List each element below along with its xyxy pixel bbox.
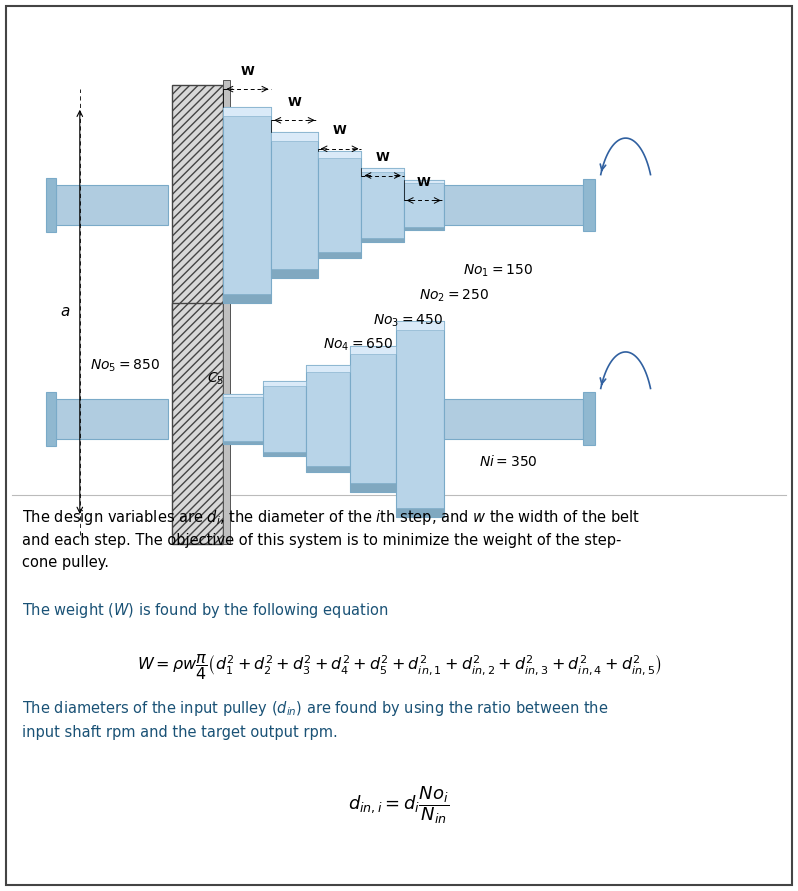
Text: W: W [333,124,346,137]
Text: $No_4 = 650$: $No_4 = 650$ [323,337,393,353]
Bar [223,394,263,396]
Text: $No_1 = 150$: $No_1 = 150$ [463,263,533,279]
Bar [172,85,223,325]
Bar [350,483,396,492]
Text: $d_{in,i} = d_i\dfrac{No_i}{N_{in}}$: $d_{in,i} = d_i\dfrac{No_i}{N_{in}}$ [348,784,450,826]
Bar [306,365,350,372]
Bar [318,252,361,258]
Bar [223,107,271,303]
Bar [444,184,583,225]
Bar [583,178,595,231]
Bar [306,365,350,472]
Text: The diameters of the input pulley ($d_{in}$) are found by using the ratio betwee: The diameters of the input pulley ($d_{i… [22,699,609,740]
Bar [396,321,444,517]
Bar [271,132,318,278]
Bar [263,452,306,456]
Bar [404,227,444,230]
Bar [444,398,583,438]
Text: a: a [61,305,70,319]
Bar [318,151,361,258]
Text: The design variables are $d_i$, the diameter of the $i$th step, and $w$ the widt: The design variables are $d_i$, the diam… [22,508,640,570]
Bar [263,381,306,456]
Bar [56,398,168,438]
Text: W: W [417,176,431,189]
Text: $No_5 = 850$: $No_5 = 850$ [90,357,160,373]
Text: $No_2 = 250$: $No_2 = 250$ [419,288,489,304]
Text: W: W [287,95,302,109]
Bar [318,151,361,158]
Text: $W = \rho w\dfrac{\pi}{4}\left(d_1^2 + d_2^2 + d_3^2 + d_4^2 + d_5^2 + d_{in,1}^: $W = \rho w\dfrac{\pi}{4}\left(d_1^2 + d… [136,652,662,683]
Bar [271,132,318,141]
Text: $C_5$: $C_5$ [207,371,224,387]
Bar [223,294,271,303]
Bar [396,321,444,330]
Bar [172,303,223,544]
Bar [223,294,230,544]
Bar [361,168,404,242]
Text: W: W [376,151,389,164]
Bar [56,184,168,225]
Bar [271,269,318,278]
Bar [223,107,271,116]
Bar [350,346,396,355]
Text: The weight ($W$) is found by the following equation: The weight ($W$) is found by the followi… [22,601,389,620]
Text: $Ni = 350$: $Ni = 350$ [479,454,538,469]
Bar [404,180,444,230]
Bar [223,394,263,444]
Bar [361,238,404,242]
Bar [396,508,444,517]
Bar [46,391,56,446]
Bar [350,346,396,492]
Bar [223,80,230,330]
Text: W: W [240,64,255,78]
Bar [223,441,263,444]
Text: $No_3 = 450$: $No_3 = 450$ [373,313,444,329]
Bar [361,168,404,172]
Bar [404,180,444,183]
Bar [306,466,350,472]
Bar [46,177,56,232]
Bar [263,381,306,386]
Bar [583,392,595,445]
